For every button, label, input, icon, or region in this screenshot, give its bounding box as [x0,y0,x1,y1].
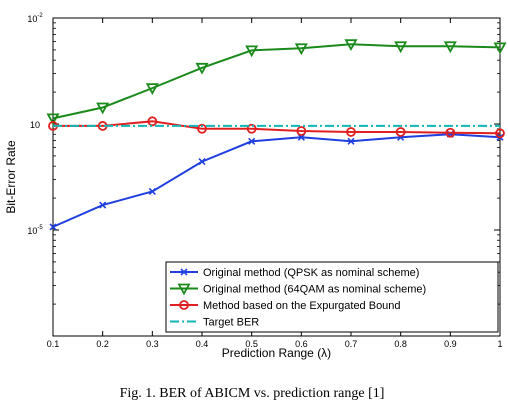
x-tick-label: 0.3 [146,339,159,349]
x-tick-label: 0.4 [196,339,209,349]
data-point-0-2 [148,187,156,196]
series-line-2 [53,120,501,135]
y-tick-label: 10-5 [27,225,43,236]
data-point-2-2 [147,116,158,127]
x-axis-ticks: 0.1 0.2 0.3 0.4 0.5 0.6 0.7 0.8 0.9 1 [47,18,503,349]
x-tick-label: 0.9 [444,339,457,349]
data-point-1-1 [96,102,110,115]
data-point-2-7 [395,127,406,137]
data-point-0-1 [99,201,107,209]
series-line-0 [52,133,501,228]
data-point-1-4 [245,45,259,58]
x-tick-label: 0.7 [345,339,358,349]
data-point-2-3 [197,123,207,134]
legend-box [165,261,499,333]
data-point-1-5 [294,43,308,56]
data-point-1-2 [145,83,159,95]
legend-label-0: Original method (QPSK as nominal scheme) [203,267,419,279]
series-line-1 [52,43,501,120]
data-point-2-5 [296,126,307,136]
data-point-1-9 [493,42,507,55]
data-point-1-8 [443,41,457,54]
x-tick-label: 1 [497,339,502,349]
y-tick-label: 10-2 [27,13,43,24]
data-point-0-6 [347,137,355,145]
data-point-1-0 [46,113,60,126]
legend-label-1: Original method (64QAM as nominal scheme… [203,284,426,296]
x-tick-label: 0.1 [47,339,60,349]
data-point-1-6 [344,39,358,52]
data-point-1-3 [195,62,209,75]
legend-marker-2 [179,300,189,310]
figure-caption: Fig. 1. BER of ABICM vs. prediction rang… [120,386,385,401]
y-axis-label: Bit-Error Rate [4,140,18,214]
legend-label-2: Method based on the Expurgated Bound [203,300,401,312]
legend-marker-1 [177,283,191,296]
legend-label-3: Target BER [203,317,259,329]
data-point-1-7 [394,41,408,54]
data-point-2-6 [346,127,356,137]
x-tick-label: 0.6 [295,339,308,349]
series-layer [46,39,507,231]
x-tick-label: 0.5 [245,339,258,349]
y-tick-label: 10 [30,120,40,130]
legend-marker-0 [180,268,188,276]
data-point-2-4 [246,123,257,134]
data-point-2-8 [445,127,456,138]
data-point-0-4 [248,137,256,145]
x-tick-label: 0.2 [96,339,109,349]
data-point-2-9 [495,128,505,139]
x-axis-label: Prediction Range (λ) [222,346,331,360]
data-point-0-0 [49,223,57,231]
x-tick-label: 0.8 [394,339,407,349]
legend: Original method (QPSK as nominal scheme)… [165,261,499,333]
data-point-0-3 [198,158,206,166]
